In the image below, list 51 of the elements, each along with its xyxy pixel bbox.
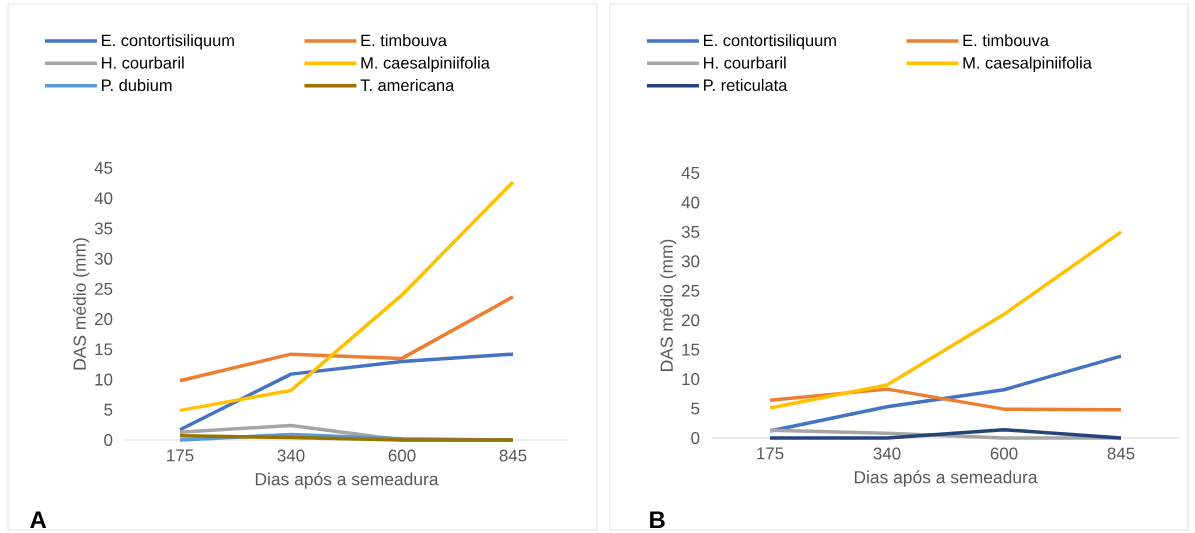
legend-label: P. reticulata	[704, 78, 788, 92]
line-series	[768, 354, 1123, 433]
line-series	[768, 230, 1123, 410]
line-series	[768, 387, 1123, 412]
line-series	[178, 295, 515, 383]
y-tick-label: 15	[95, 343, 113, 356]
legend-label: T. americana	[360, 78, 455, 92]
x-tick-label: 175	[167, 449, 194, 462]
y-axis-title: DAS médio (mm)	[659, 239, 677, 371]
x-tick-label: 600	[388, 449, 416, 462]
text: A	[30, 511, 47, 528]
legend-label: P. dubium	[102, 78, 172, 92]
line-series	[178, 352, 515, 432]
y-tick-label: 45	[94, 162, 113, 174]
x-tick-label: 340	[277, 449, 305, 462]
y-tick-label: 30	[681, 255, 700, 268]
y-tick-label: 20	[95, 313, 113, 326]
text: B	[650, 511, 665, 528]
y-axis-title: DAS médio (mm)	[72, 238, 90, 370]
y-tick-label: 35	[94, 222, 113, 235]
y-tick-label: 45	[681, 167, 700, 179]
y-tick-label: 25	[95, 282, 113, 295]
x-tick-label: 340	[873, 447, 901, 460]
x-axis-title: Dias após a semeadura	[854, 470, 1038, 487]
legend-label: E. timbouva	[361, 34, 447, 47]
y-tick-label: 10	[95, 373, 113, 386]
y-tick-label: 20	[682, 314, 700, 327]
y-tick-label: 40	[94, 192, 113, 205]
legend-label: E. timbouva	[963, 34, 1049, 47]
legend-label: M. caesalpiniifolia	[361, 56, 490, 72]
line-series	[178, 180, 515, 413]
legend-label: E. contortisiliquum	[704, 34, 836, 50]
legend-label: E. contortisiliquum	[102, 34, 234, 50]
x-axis-title: Dias após a semeadura	[255, 472, 439, 489]
y-tick-label: 35	[681, 225, 700, 238]
x-tick-label: 845	[1107, 447, 1135, 460]
y-tick-label: 30	[94, 252, 113, 265]
x-tick-label: 845	[499, 449, 527, 462]
x-tick-label: 600	[990, 447, 1018, 460]
x-tick-label: 175	[757, 447, 784, 460]
legend-label: M. caesalpiniifolia	[963, 56, 1092, 72]
y-tick-label: 25	[682, 284, 700, 297]
y-tick-label: 10	[682, 373, 700, 386]
y-tick-label: 40	[681, 196, 700, 209]
legend-label: H. courbaril	[704, 56, 786, 69]
y-tick-label: 0	[691, 432, 700, 444]
y-tick-label: 5	[691, 402, 700, 415]
legend-label: H. courbaril	[102, 56, 184, 69]
y-tick-label: 5	[104, 403, 113, 416]
y-tick-label: 15	[682, 343, 700, 356]
y-tick-label: 0	[104, 434, 113, 446]
